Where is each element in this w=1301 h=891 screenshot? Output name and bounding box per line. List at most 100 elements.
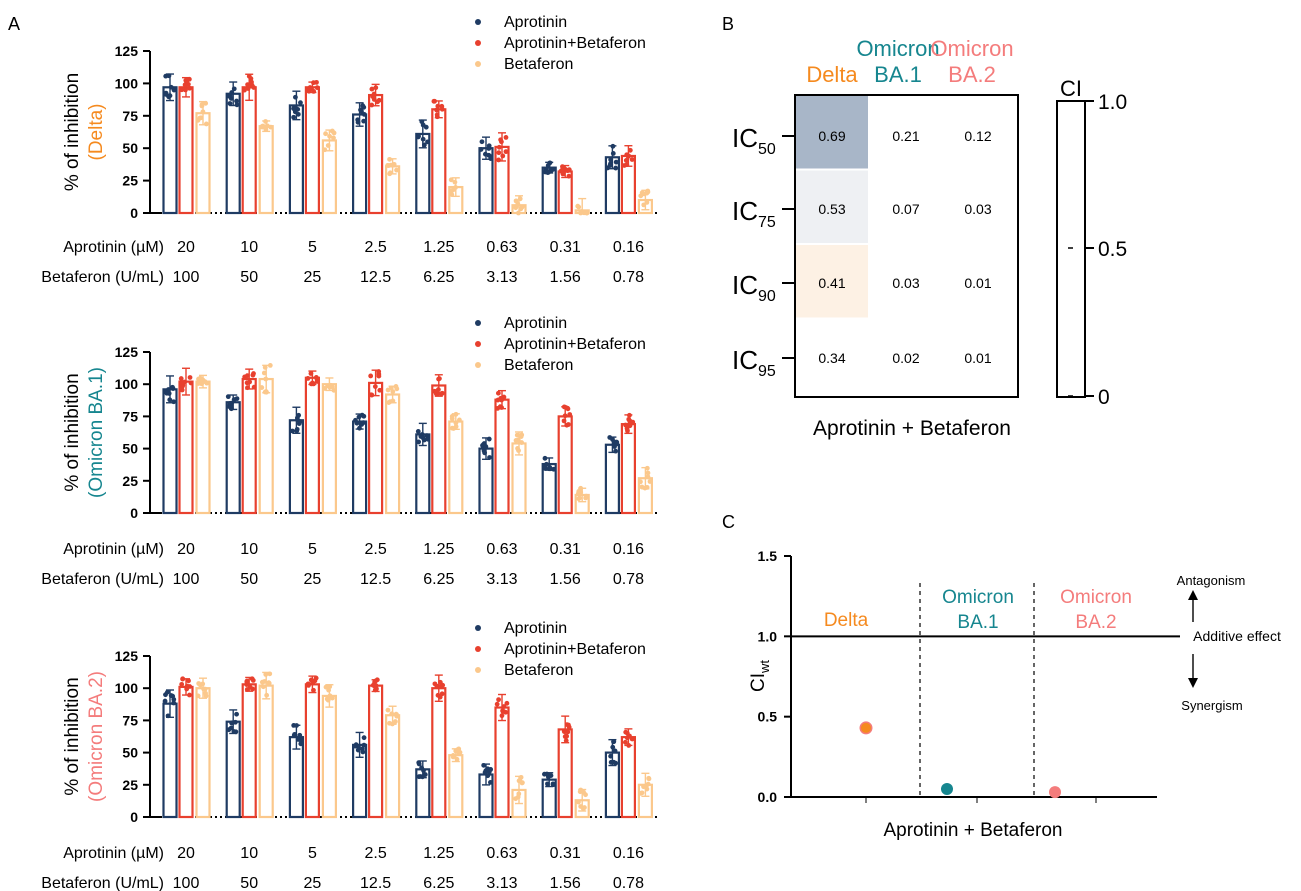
dose-aprotinin: 20: [177, 541, 195, 558]
data-point: [561, 418, 567, 424]
data-point: [245, 82, 251, 88]
bar: [195, 687, 211, 819]
row-label-aprotinin: Aprotinin (µM): [63, 239, 164, 256]
data-point: [503, 135, 509, 140]
data-point: [259, 679, 265, 685]
y-tick-label: 100: [115, 376, 139, 392]
data-point: [225, 394, 231, 400]
data-point: [641, 191, 647, 197]
data-point: [498, 137, 504, 143]
dose-aprotinin: 0.16: [613, 239, 644, 256]
dose-betaferon: 25: [304, 571, 322, 588]
row-label-IC50: IC50: [732, 123, 776, 158]
data-point: [234, 98, 239, 104]
legend-label: Aprotinin+Betaferon: [504, 35, 646, 52]
dose-aprotinin: 1.25: [423, 239, 454, 256]
y-tick-label: 0: [130, 505, 138, 521]
bar: [195, 112, 211, 215]
data-point: [260, 684, 266, 690]
data-point: [259, 124, 265, 130]
data-point: [227, 101, 233, 106]
y-tick-label: 0: [130, 809, 138, 825]
data-point: [308, 371, 314, 376]
data-point: [291, 114, 297, 120]
data-point: [578, 209, 584, 215]
data-point: [164, 390, 170, 396]
data-point: [488, 779, 493, 785]
legend-marker: [475, 320, 481, 326]
data-point: [629, 736, 635, 742]
panel-letter-c: C: [722, 512, 735, 532]
dose-aprotinin: 10: [240, 845, 258, 862]
data-point: [421, 142, 427, 148]
data-point: [180, 676, 186, 682]
scatter-x-label: Aprotinin + Betaferon: [883, 820, 1062, 841]
data-point: [450, 754, 456, 760]
data-point: [178, 376, 184, 381]
data-point: [415, 428, 421, 434]
dose-betaferon: 50: [240, 875, 258, 891]
data-point: [613, 448, 619, 454]
data-point: [329, 695, 335, 701]
arrow-up-head: [1188, 590, 1198, 600]
data-point: [515, 201, 521, 207]
data-point: [519, 440, 525, 445]
data-point: [314, 379, 320, 384]
data-point: [167, 397, 173, 403]
data-point: [501, 704, 507, 709]
y-axis-label: % of inhibition: [62, 373, 83, 491]
dose-betaferon: 0.78: [613, 875, 644, 891]
data-point: [226, 93, 232, 99]
data-point: [439, 691, 445, 697]
data-point: [583, 792, 588, 798]
heatmap-value: 0.34: [818, 350, 845, 366]
data-point: [419, 765, 425, 771]
data-point: [187, 692, 192, 698]
data-point: [326, 687, 332, 693]
dose-aprotinin: 0.31: [550, 239, 581, 256]
data-point: [231, 397, 237, 402]
data-point: [295, 417, 300, 423]
y-tick-label: 25: [122, 173, 138, 189]
data-point: [629, 157, 635, 162]
dose-betaferon: 0.78: [613, 269, 644, 286]
data-point: [393, 719, 398, 724]
data-point: [638, 790, 643, 796]
data-point: [311, 89, 317, 94]
y-tick-label: 25: [122, 473, 138, 489]
y-tick-label: 50: [122, 441, 138, 457]
dose-aprotinin: 2.5: [364, 239, 386, 256]
colorbar-tick-label: 0.5: [1098, 238, 1127, 261]
data-point: [311, 687, 316, 693]
dose-aprotinin: 2.5: [364, 845, 386, 862]
data-point: [295, 111, 301, 117]
panel-a-chart-2: 0 25 50 75 100 125 % of inhibition (Omicron BA.…: [41, 315, 660, 588]
y-tick-label: 125: [115, 344, 139, 360]
data-point: [294, 426, 300, 432]
data-point: [504, 700, 510, 706]
dose-aprotinin: 20: [177, 239, 195, 256]
bar: [178, 685, 194, 819]
data-point: [294, 723, 299, 728]
data-point: [416, 439, 422, 445]
dose-betaferon: 0.78: [613, 571, 644, 588]
data-point: [575, 203, 581, 209]
data-point: [565, 729, 571, 735]
dose-betaferon: 3.13: [486, 269, 517, 286]
data-point: [394, 712, 399, 717]
y-tick-label: 100: [115, 680, 139, 696]
data-point: [368, 373, 374, 379]
data-point: [171, 697, 177, 702]
data-point: [231, 729, 237, 734]
data-point: [168, 84, 174, 90]
data-point: [438, 684, 444, 690]
data-point: [165, 689, 170, 695]
data-point: [387, 171, 393, 177]
bar: [178, 86, 194, 215]
heatmap-value: 0.03: [892, 275, 919, 291]
row-label-IC75: IC75: [732, 196, 776, 231]
dose-betaferon: 6.25: [423, 269, 454, 286]
y-tick-label: 50: [122, 745, 138, 761]
dose-aprotinin: 0.31: [550, 541, 581, 558]
data-point: [163, 90, 169, 96]
